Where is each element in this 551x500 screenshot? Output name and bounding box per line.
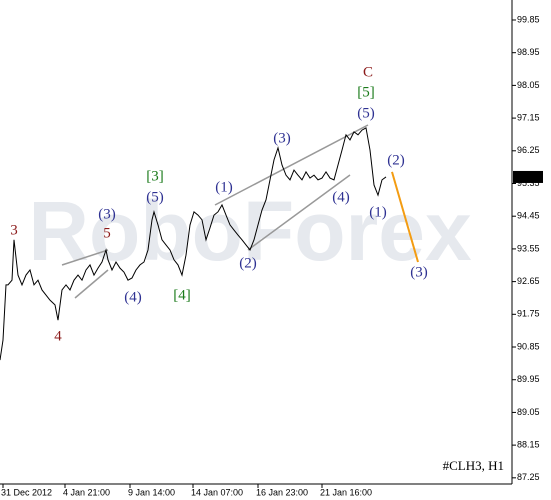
wave-label: (3) (273, 130, 291, 146)
wave-label: [3] (146, 168, 164, 184)
wave-label: (1) (215, 179, 233, 195)
wave-label: (4) (332, 189, 350, 205)
wave-label: (2) (239, 255, 257, 271)
y-tick-label: 98.95 (517, 47, 540, 57)
wave-label: 3 (10, 222, 18, 238)
wedge-lines (61, 124, 369, 299)
x-tick-label: 9 Jan 14:00 (128, 487, 175, 497)
last-price-label: 95.53 (516, 171, 539, 181)
x-tick-label: 16 Jan 23:00 (256, 487, 308, 497)
y-tick-label: 93.55 (517, 243, 540, 253)
x-tick-label: 14 Jan 07:00 (191, 487, 243, 497)
y-tick-label: 87.25 (517, 472, 540, 482)
wave-label: 5 (103, 225, 111, 241)
price-line (0, 127, 387, 361)
wave-label: [5] (357, 84, 375, 100)
x-tick-label: 4 Jan 21:00 (63, 487, 110, 497)
y-tick-label: 90.85 (517, 341, 540, 351)
y-tick-label: 88.15 (517, 439, 540, 449)
x-tick-label: 21 Jan 16:00 (320, 487, 372, 497)
wave-label: C (363, 64, 373, 80)
wave-label: (3) (410, 264, 428, 280)
y-tick-label: 89.05 (517, 407, 540, 417)
wave-label: (5) (146, 189, 164, 205)
wave-label: (3) (98, 206, 116, 222)
wave-label: 4 (54, 328, 62, 344)
y-tick-label: 89.95 (517, 374, 540, 384)
wave-label: (5) (357, 105, 375, 121)
y-tick-label: 94.45 (517, 211, 540, 221)
wave-label: (1) (369, 204, 387, 220)
watermark: RoboForex (28, 184, 472, 278)
y-tick-label: 92.65 (517, 276, 540, 286)
y-tick-label: 98.05 (517, 80, 540, 90)
price-line (391, 171, 419, 263)
y-tick-label: 99.85 (517, 14, 540, 24)
y-tick-label: 96.25 (517, 145, 540, 155)
last-price-box (513, 170, 543, 183)
y-tick-label: 97.15 (517, 112, 540, 122)
x-tick-label: 31 Dec 2012 (1, 487, 52, 497)
wave-label: (2) (387, 152, 405, 168)
wave-label: [4] (173, 287, 191, 303)
y-tick-label: 91.75 (517, 309, 540, 319)
symbol-label: #CLH3, H1 (443, 458, 504, 473)
wave-label: (4) (124, 289, 142, 305)
